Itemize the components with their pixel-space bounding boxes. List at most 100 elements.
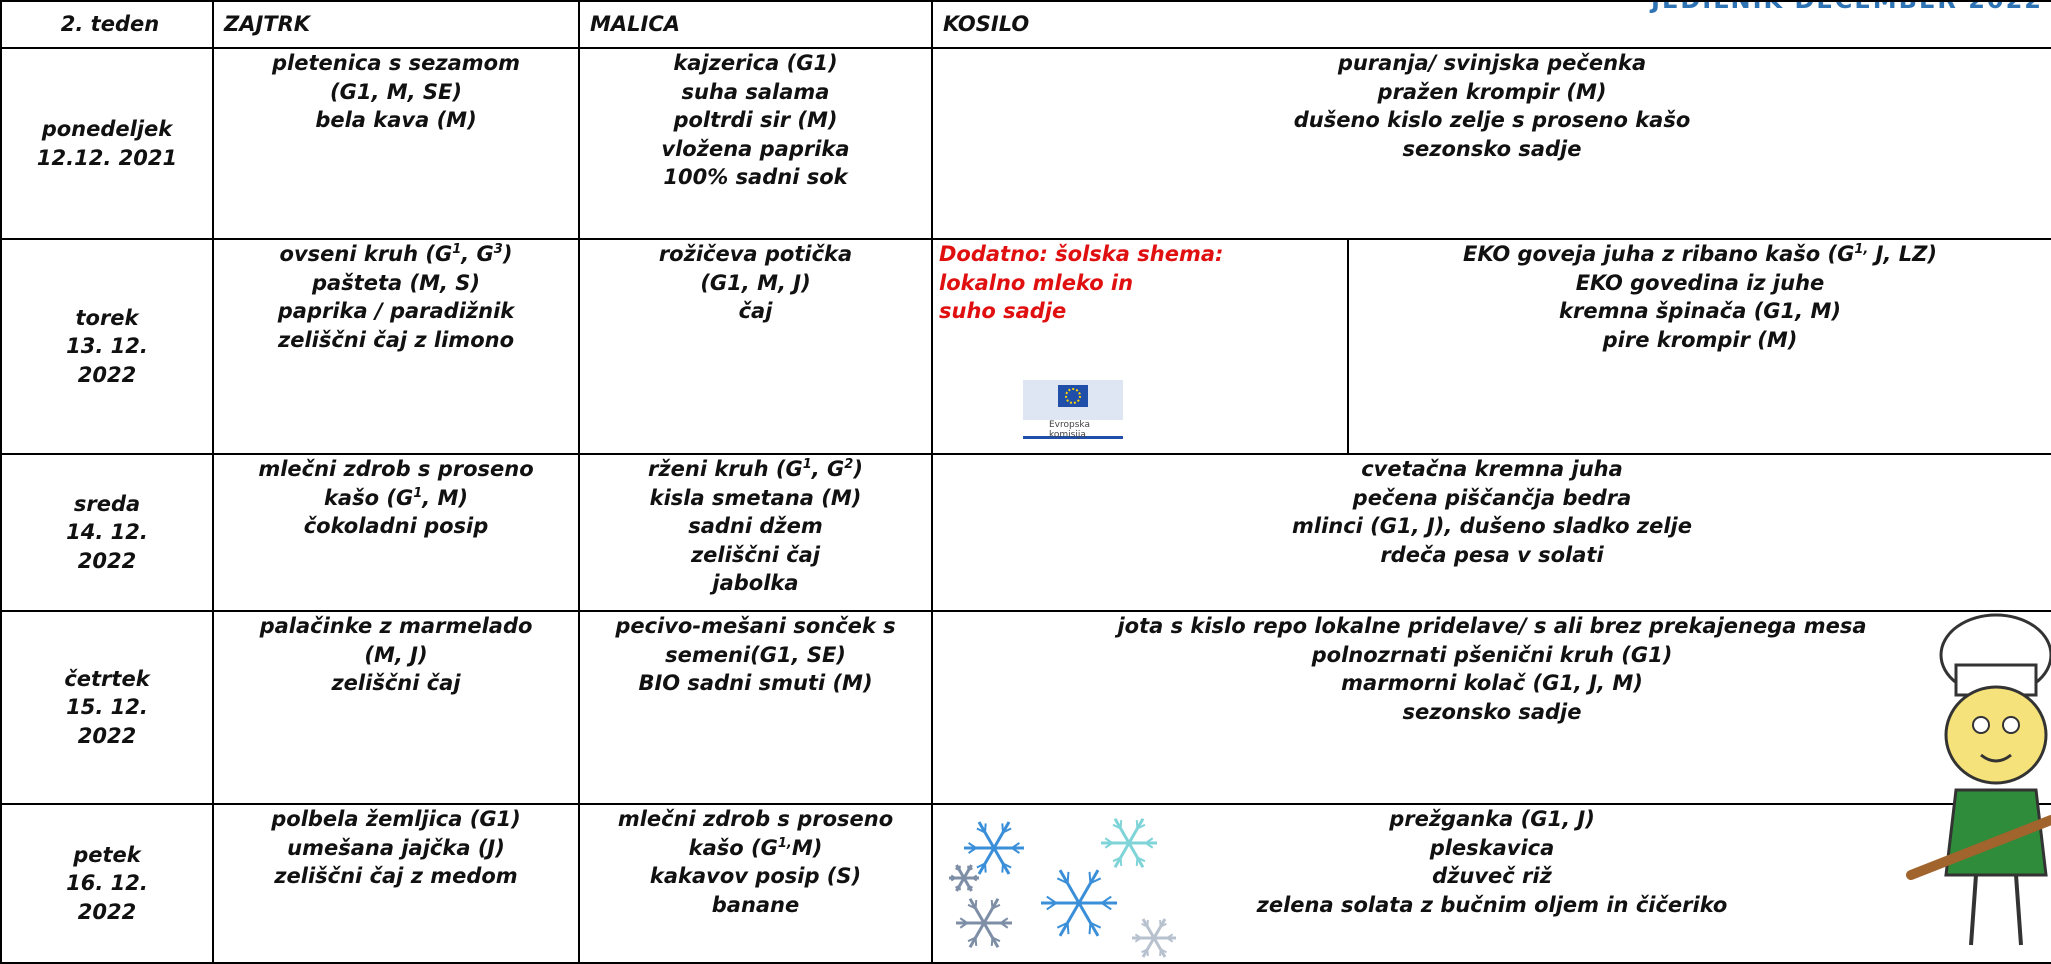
menu-line: 13. 12.	[6, 332, 208, 361]
header-cell: 2. teden	[1, 1, 213, 48]
allergen-superscript: 3	[494, 242, 503, 257]
allergen-superscript: 1	[803, 457, 812, 472]
menu-line: kajzerica (G1)	[584, 49, 927, 78]
menu-line: zeliščni čaj	[584, 541, 927, 570]
menu-line: pletenica s sezamom	[218, 49, 574, 78]
menu-line: BIO sadni smuti (M)	[584, 669, 927, 698]
menu-line: zeliščni čaj	[218, 669, 574, 698]
text-segment: )	[503, 242, 513, 266]
menu-line: jabolka	[584, 569, 927, 598]
menu-line: jota s kislo repo lokalne pridelave/ s a…	[937, 612, 2047, 641]
menu-line: sadni džem	[584, 512, 927, 541]
menu-line: marmorni kolač (G1, J, M)	[937, 669, 2047, 698]
text-segment: EKO goveja juha z ribano kašo (G	[1463, 242, 1854, 266]
lunch-cell: EKO goveja juha z ribano kašo (G1, J, LZ…	[1348, 239, 2051, 454]
text-segment: M)	[792, 836, 823, 860]
allergen-superscript: 1	[452, 242, 461, 257]
menu-line: vložena paprika	[584, 135, 927, 164]
chef-illustration	[1901, 595, 2051, 955]
menu-line: mlečni zdrob s proseno	[584, 805, 927, 834]
menu-line: pašteta (M, S)	[218, 269, 574, 298]
menu-line: zeliščni čaj z medom	[218, 862, 574, 891]
menu-line: puranja/ svinjska pečenka	[937, 49, 2047, 78]
menu-line: sezonsko sadje	[937, 135, 2047, 164]
menu-line: četrtek	[6, 665, 208, 694]
menu-line: 15. 12.	[6, 693, 208, 722]
menu-line: pečena piščančja bedra	[937, 484, 2047, 513]
snack-cell: rožičeva potička(G1, M, J)čaj	[579, 239, 932, 454]
text-segment: , G	[461, 242, 494, 266]
menu-line: petek	[6, 841, 208, 870]
menu-line: kremna špinača (G1, M)	[1353, 297, 2047, 326]
menu-line: polnozrnati pšenični kruh (G1)	[937, 641, 2047, 670]
menu-line: bela kava (M)	[218, 106, 574, 135]
menu-line: (M, J)	[218, 641, 574, 670]
menu-line: paprika / paradižnik	[218, 297, 574, 326]
menu-line: (G1, M, J)	[584, 269, 927, 298]
text-segment: )	[853, 457, 863, 481]
menu-line: kisla smetana (M)	[584, 484, 927, 513]
menu-line: čaj	[584, 297, 927, 326]
menu-line: pecivo-mešani sonček s	[584, 612, 927, 641]
menu-line: rdeča pesa v solati	[937, 541, 2047, 570]
menu-line: 12.12. 2021	[6, 144, 208, 173]
breakfast-cell: polbela žemljica (G1)umešana jajčka (J)z…	[213, 804, 579, 963]
menu-line: pire krompir (M)	[1353, 326, 2047, 355]
menu-line: kašo (G1,M)	[584, 834, 927, 863]
menu-line: EKO goveja juha z ribano kašo (G1, J, LZ…	[1353, 240, 2047, 269]
allergen-superscript: 2	[844, 457, 853, 472]
text-segment: kašo (G	[689, 836, 778, 860]
menu-line: ponedeljek	[6, 115, 208, 144]
text-segment: , M)	[422, 486, 468, 510]
menu-line: kakavov posip (S)	[584, 862, 927, 891]
menu-line: 2022	[6, 361, 208, 390]
menu-line: 16. 12.	[6, 869, 208, 898]
text-segment: rženi kruh (G	[648, 457, 803, 481]
header-cell: MALICA	[579, 1, 932, 48]
menu-line: mlečni zdrob s proseno	[218, 455, 574, 484]
menu-line: suho sadje	[939, 297, 1343, 326]
menu-line: pražen krompir (M)	[937, 78, 2047, 107]
menu-line: cvetačna kremna juha	[937, 455, 2047, 484]
allergen-superscript: 1,	[1854, 242, 1868, 257]
menu-line: palačinke z marmelado	[218, 612, 574, 641]
text-segment: J, LZ)	[1868, 242, 1937, 266]
menu-line: 2022	[6, 898, 208, 927]
breakfast-cell: pletenica s sezamom(G1, M, SE)bela kava …	[213, 48, 579, 239]
menu-line: zeliščni čaj z limono	[218, 326, 574, 355]
menu-line: sezonsko sadje	[937, 698, 2047, 727]
menu-line: (G1, M, SE)	[218, 78, 574, 107]
menu-line: dušeno kislo zelje s proseno kašo	[937, 106, 2047, 135]
menu-line: ovseni kruh (G1, G3)	[218, 240, 574, 269]
menu-line: umešana jajčka (J)	[218, 834, 574, 863]
menu-line: 2022	[6, 547, 208, 576]
header-cell: KOSILO	[932, 1, 2051, 48]
header-cell: ZAJTRK	[213, 1, 579, 48]
allergen-superscript: 1,	[778, 836, 792, 851]
menu-line: Dodatno: šolska shema:	[939, 240, 1343, 269]
menu-line: 14. 12.	[6, 518, 208, 547]
menu-line: rženi kruh (G1, G2)	[584, 455, 927, 484]
snowflake-graphic	[939, 813, 1219, 963]
menu-line: kašo (G1, M)	[218, 484, 574, 513]
menu-line: 2022	[6, 722, 208, 751]
menu-line: EKO govedina iz juhe	[1353, 269, 2047, 298]
snack-cell: rženi kruh (G1, G2)kisla smetana (M)sadn…	[579, 454, 932, 611]
